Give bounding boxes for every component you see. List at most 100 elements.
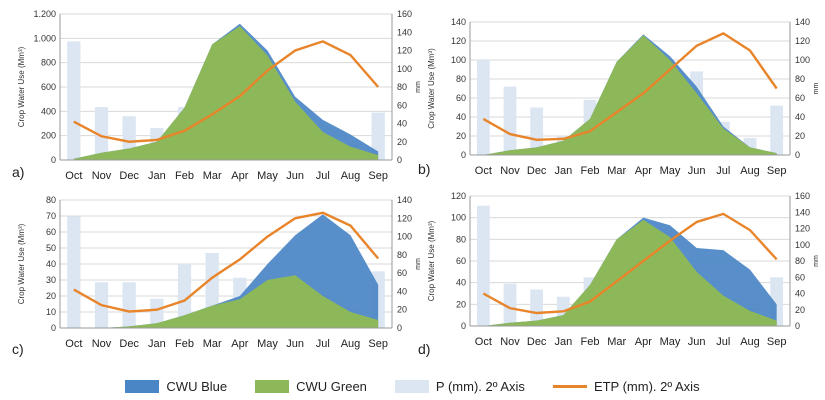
panel-2-y2-tick-label: 0 [795, 150, 800, 160]
panel-2-y-tick-label: 100 [451, 55, 466, 65]
panel-3-y-tick-label: 10 [46, 307, 56, 317]
panel-3-y2-tick-label: 80 [397, 250, 407, 260]
panel-3-y-tick-label: 70 [46, 211, 56, 221]
legend-item-cwu-green: CWU Green [255, 379, 367, 394]
panel-3-y-tick-label: 0 [51, 323, 56, 333]
panel-1-cwu-green-area [73, 26, 379, 160]
panel-3-y-tick-label: 40 [46, 259, 56, 269]
panel-1-x-tick-label: Nov [92, 170, 112, 182]
panel-3-precip-bar [67, 216, 81, 328]
panel-4-x-tick-label: Apr [635, 336, 652, 348]
panel-1-y2-tick-label: 60 [397, 100, 407, 110]
panel-1-x-tick-label: Jan [148, 170, 166, 182]
panel-1-y2-tick-label: 140 [397, 27, 412, 37]
panel-3-x-tick-label: Aug [341, 338, 361, 350]
panel-2-x-tick-label: Nov [500, 165, 520, 177]
panel-4-y-tick-label: 40 [456, 278, 466, 288]
panel-1-y-tick-label: 800 [41, 58, 56, 68]
panel-3-precip-bar [150, 298, 164, 328]
panel-2-y-tick-label: 40 [456, 112, 466, 122]
panel-3-cwu-green-area [73, 275, 379, 328]
legend: CWU Blue CWU Green P (mm). 2º Axis ETP (… [0, 374, 825, 398]
panel-1-x-tick-label: Jun [286, 170, 304, 182]
panel-3-panel-label: c) [12, 341, 24, 357]
panel-1-x-tick-label: Aug [341, 170, 361, 182]
panel-4-y-tick-label: 60 [456, 256, 466, 266]
panel-2-y2-tick-label: 60 [795, 93, 805, 103]
panel-3-x-tick-label: Jul [316, 338, 330, 350]
panel-3-y-tick-label: 60 [46, 227, 56, 237]
panel-1-etp-line [73, 40, 380, 143]
panel-1-y2-tick-label: 80 [397, 82, 407, 92]
panel-1-y-tick-label: 200 [41, 131, 56, 141]
panel-2-y-tick-label: 80 [456, 74, 466, 84]
panel-1-y-axis-title: Crop Water Use (Mm³) [17, 46, 26, 127]
panel-4-x-tick-label: Jun [688, 336, 706, 348]
panel-3-x-tick-label: Oct [65, 338, 82, 350]
panel-1-precip-bar [67, 41, 81, 160]
chart-grid: 02004006008001.0001.20002040608010012014… [12, 9, 820, 357]
panel-2-y-tick-label: 20 [456, 131, 466, 141]
panel-1-x-tick-label: Mar [203, 170, 222, 182]
panel-2-etp-line [482, 32, 778, 142]
panel-3-y2-tick-label: 100 [397, 232, 412, 242]
panel-3-x-tick-label: May [257, 338, 278, 350]
panel-3-x-tick-label: Apr [231, 338, 248, 350]
panel-1-y-tick-label: 0 [51, 155, 56, 165]
legend-swatch-cwu-green [255, 379, 290, 393]
panel-3-y-tick-label: 50 [46, 243, 56, 253]
panel-1-y2-tick-label: 20 [397, 137, 407, 147]
panel-1-x-tick-label: May [257, 170, 278, 182]
panel-2-x-tick-label: Dec [527, 165, 547, 177]
panel-3-y-tick-label: 80 [46, 195, 56, 205]
panel-4-y2-tick-label: 100 [795, 240, 810, 250]
panel-2-precip-bar [530, 107, 544, 155]
panel-2-y-tick-label: 120 [451, 36, 466, 46]
panel-2-x-tick-label: Apr [635, 165, 652, 177]
panel-2-y-tick-label: 140 [451, 17, 466, 27]
panel-3-y-axis-title: Crop Water Use (Mm³) [17, 223, 26, 304]
panel-3-y2-axis-title: mm [415, 258, 422, 270]
legend-label-precip: P (mm). 2º Axis [435, 378, 525, 394]
panel-2-y2-tick-label: 80 [795, 74, 805, 84]
panel-2-precip-bar [476, 60, 490, 155]
panel-2-y-tick-label: 60 [456, 93, 466, 103]
panel-3-y2-tick-label: 40 [397, 286, 407, 296]
panel-2-x-tick-label: Aug [740, 165, 760, 177]
panel-4-x-tick-label: Aug [740, 336, 760, 348]
panel-2-y2-axis-title: mm [813, 83, 820, 95]
panel-4-y2-tick-label: 160 [795, 191, 810, 201]
panel-2-cwu-green-area [483, 35, 777, 155]
panel-1-precip-bar [371, 112, 385, 160]
panel-2-y2-tick-label: 20 [795, 131, 805, 141]
panel-1-x-tick-label: Apr [231, 170, 248, 182]
panel-2-x-tick-label: Jun [688, 165, 706, 177]
panel-4-x-tick-label: Dec [527, 336, 547, 348]
panel-3-x-tick-label: Feb [175, 338, 194, 350]
panel-1-x-tick-label: Dec [119, 170, 139, 182]
panel-4-precip-bar [476, 205, 490, 326]
panel-4-y-tick-label: 80 [456, 234, 466, 244]
panel-4-y-tick-label: 120 [451, 191, 466, 201]
panel-2-y-tick-label: 0 [461, 150, 466, 160]
panel-4-y2-tick-label: 80 [795, 256, 805, 266]
panel-1-panel-label: a) [12, 164, 24, 180]
panel-2-x-tick-label: Feb [581, 165, 600, 177]
panel-3-y-tick-label: 30 [46, 275, 56, 285]
legend-item-precip: P (mm). 2º Axis [394, 378, 525, 394]
panel-1-y2-tick-label: 40 [397, 119, 407, 129]
panel-1-y2-tick-label: 120 [397, 46, 412, 56]
panel-3-x-tick-label: Mar [203, 338, 222, 350]
panel-2-x-tick-label: Jul [716, 165, 730, 177]
panel-4-x-tick-label: Mar [607, 336, 626, 348]
panel-2-y2-tick-label: 140 [795, 17, 810, 27]
panel-4-cwu-green-area [483, 219, 777, 326]
panel-2-x-tick-label: Oct [475, 165, 492, 177]
panel-4-etp-line [482, 212, 778, 315]
panel-4-y2-axis-title: mm [813, 255, 820, 267]
panel-4-x-tick-label: May [660, 336, 681, 348]
panel-1-y-tick-label: 1.200 [33, 9, 56, 19]
panel-1-x-tick-label: Sep [368, 170, 388, 182]
panel-1-y2-axis-title: mm [415, 81, 422, 93]
panel-2-y-axis-title: Crop Water Use (Mm³) [427, 48, 436, 129]
